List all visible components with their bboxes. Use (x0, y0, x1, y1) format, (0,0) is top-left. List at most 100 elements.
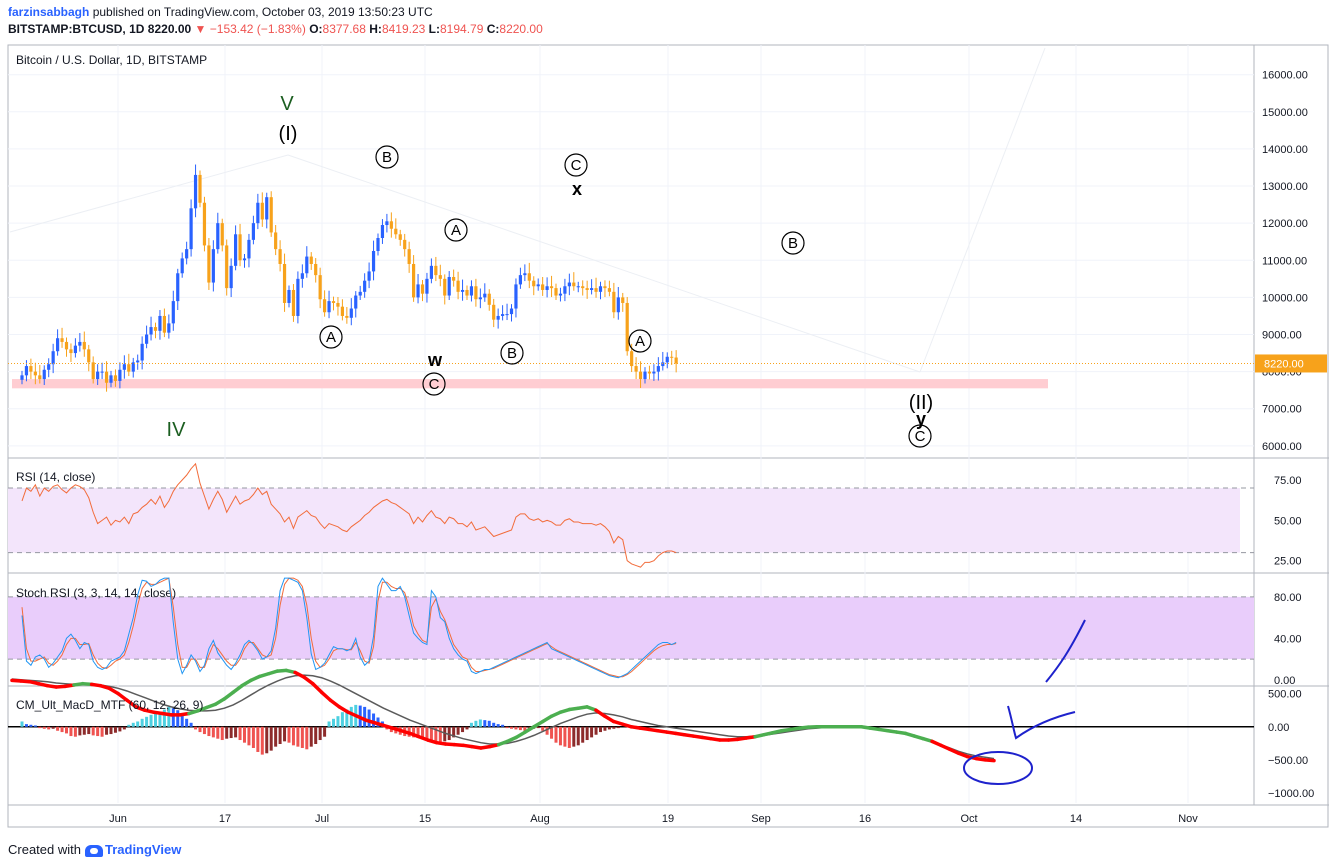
candle-body (73, 345, 77, 354)
candle-body (256, 202, 260, 224)
macd-histogram-bar (73, 726, 77, 737)
author-link[interactable]: farzinsabbagh (8, 5, 90, 19)
macd-histogram-bar (554, 726, 558, 743)
macd-histogram-bar (91, 726, 95, 736)
candle-body (603, 286, 607, 289)
price-tick-label: 16000.00 (1262, 70, 1308, 82)
close-value: 8220.00 (499, 22, 543, 36)
macd-histogram-bar (496, 724, 500, 727)
candle-body (336, 302, 340, 307)
stoch-band (8, 596, 1254, 660)
macd-histogram-bar (291, 726, 295, 746)
macd-histogram-bar (238, 726, 242, 741)
candle-body (469, 286, 474, 296)
tradingview-brand[interactable]: TradingView (104, 842, 182, 857)
macd-histogram-bar (220, 726, 224, 741)
candle-body (598, 286, 603, 292)
candle-body (656, 366, 660, 372)
candle-body (496, 315, 500, 320)
candle-body (394, 228, 398, 235)
candle-body (327, 301, 331, 313)
rsi-title: RSI (14, close) (16, 470, 95, 484)
price-change: −153.42 (−1.83%) (209, 22, 306, 36)
stoch-title: Stoch RSI (3, 3, 14, 14, close) (16, 586, 176, 600)
candle-body (24, 366, 29, 376)
candle-body (251, 223, 255, 240)
wave-circle (628, 329, 652, 353)
candle-body (630, 351, 634, 367)
macd-histogram-bar (189, 722, 193, 727)
candle-body (278, 249, 282, 264)
wave-circle (564, 153, 588, 177)
candle-body (460, 289, 465, 292)
macd-histogram-bar (323, 726, 327, 737)
candle-body (407, 249, 411, 264)
macd-histogram-bar (461, 726, 465, 733)
candle-body (340, 306, 344, 316)
candle-body (274, 232, 278, 250)
macd-histogram-bar (47, 726, 51, 730)
drawing-arrow-stroke (1045, 619, 1086, 683)
macd-tick-label: −500.00 (1268, 755, 1308, 767)
wave-label: w (427, 350, 443, 370)
candle-body (523, 273, 527, 276)
last-price-badge (1255, 354, 1327, 373)
macd-histogram-bar (225, 726, 229, 739)
x-tick-label: Jun (109, 813, 127, 825)
candle-body (514, 284, 518, 309)
candle-body (363, 280, 367, 292)
candle-body (478, 297, 482, 300)
candle-body (643, 371, 647, 380)
macd-histogram-bar (109, 726, 113, 735)
candle-body (563, 286, 567, 294)
candle-body (216, 223, 220, 250)
stoch-tick-label: 40.00 (1274, 633, 1302, 645)
candle-body (185, 249, 189, 259)
candle-body (389, 221, 393, 229)
macd-histogram-bar (29, 724, 33, 727)
candle-body (452, 276, 456, 281)
rsi-tick-label: 25.00 (1274, 556, 1302, 568)
candle-body (318, 275, 322, 300)
candle-body (291, 289, 296, 316)
macd-histogram-bar (256, 726, 260, 752)
candle-body (447, 276, 451, 296)
rsi-line (21, 462, 677, 568)
macd-histogram-bar (167, 706, 171, 727)
macd-histogram-bar (216, 726, 220, 739)
candle-body (202, 202, 207, 246)
macd-histogram-bar (514, 726, 518, 730)
x-tick-label: 17 (219, 813, 231, 825)
price-tick-label: 14000.00 (1262, 144, 1308, 156)
candle-body (207, 245, 211, 283)
candle-body (652, 371, 656, 374)
macd-histogram-bar (82, 726, 86, 735)
macd-histogram-bar (296, 726, 300, 747)
wave-circle (444, 218, 468, 242)
candle-body (505, 314, 509, 316)
macd-histogram-bar (469, 722, 473, 727)
macd-histogram-bar (243, 726, 246, 743)
macd-histogram-bar (425, 726, 429, 741)
macd-histogram-bar (483, 720, 487, 727)
candle-body (438, 275, 442, 279)
candle-body (554, 288, 558, 296)
macd-histogram-bar (136, 721, 140, 727)
wave-label: V (280, 93, 294, 115)
macd-histogram-bar (523, 726, 527, 731)
candle-body (420, 284, 425, 294)
macd-line-segment (116, 691, 129, 703)
wave-label: B (382, 149, 392, 166)
candle-body (385, 221, 389, 226)
macd-tick-label: 500.00 (1268, 689, 1302, 701)
candle-body (572, 282, 576, 287)
candle-body (145, 334, 149, 344)
macd-histogram-bar (145, 716, 149, 727)
candle-body (638, 371, 643, 380)
stoch-k-line (21, 577, 677, 679)
macd-line-segment (222, 690, 235, 701)
symbol-label: BITSTAMP:BTCUSD, 1D (8, 22, 145, 36)
candle-body (127, 364, 131, 372)
candle-body (674, 357, 678, 364)
